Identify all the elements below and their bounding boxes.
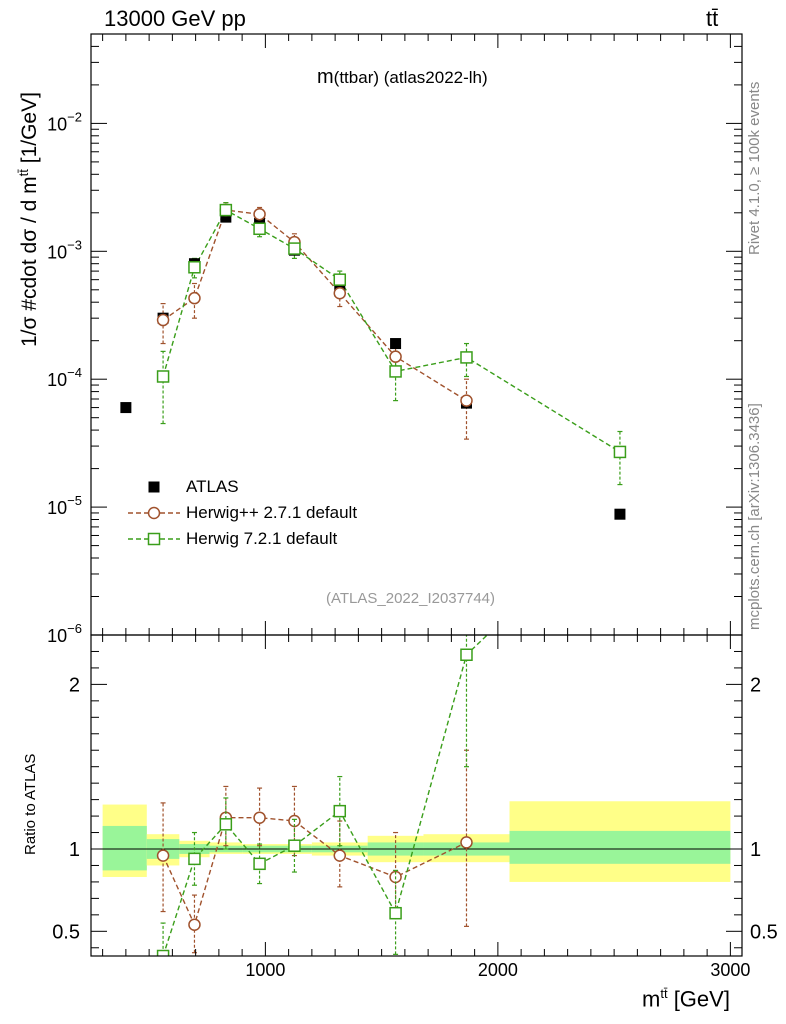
legend-marker-atlas <box>148 481 160 493</box>
beam-energy-label: 13000 GeV pp <box>104 6 246 31</box>
herwigpp-point <box>188 291 201 305</box>
ratio-plot-area <box>156 635 489 956</box>
atlas-point <box>390 338 402 350</box>
ratio-y-tick-label-right: 1 <box>750 839 761 861</box>
y-tick-label-base: 10 <box>47 114 67 134</box>
mcplots-source-label: mcplots.cern.ch [arXiv:1306.3436] <box>746 403 763 630</box>
herwig7-point <box>188 261 201 274</box>
herwig7-ratio-point <box>253 857 266 871</box>
y-tick-label: 10−6 <box>47 621 82 646</box>
herwig7-point <box>156 370 170 383</box>
y-tick-label-base: 10 <box>47 370 67 390</box>
y-tick-label-exponent: −6 <box>67 621 82 636</box>
legend-label-herwigpp: Herwig++ 2.7.1 default <box>186 503 358 522</box>
ratio-y-tick-label: 0.5 <box>52 921 80 943</box>
herwigpp-point <box>333 286 347 300</box>
ratio-band-inner <box>509 830 731 864</box>
x-axis-label-main: m <box>642 986 661 1012</box>
ratio-y-tick-label-right: 0.5 <box>750 921 778 943</box>
x-axis-label-unit: [GeV] <box>673 986 730 1012</box>
herwig7-ratio-point <box>333 804 347 818</box>
x-tick-label: 1000 <box>245 960 285 980</box>
herwigpp-ratio-point <box>333 849 347 862</box>
herwigpp-line <box>162 209 467 402</box>
y-tick-label-base: 10 <box>47 498 67 518</box>
y-tick-label: 10−5 <box>47 493 82 518</box>
y-axis-label-unit: [1/GeV] <box>18 92 41 164</box>
herwigpp-point <box>460 394 473 407</box>
herwig7-line <box>162 209 621 453</box>
herwig7-ratio-point <box>288 839 301 852</box>
herwig7-ratio-line <box>162 635 489 956</box>
herwigpp-ratio-point <box>253 811 266 824</box>
herwig7-ratio-point <box>156 949 170 956</box>
x-tick-label: 3000 <box>710 960 750 980</box>
herwigpp-point <box>389 350 402 363</box>
ratio-y-tick-label-right: 2 <box>750 674 761 696</box>
herwig7-ratio-point <box>188 852 201 866</box>
ratio-y-tick-label: 1 <box>69 839 80 861</box>
y-tick-label-exponent: −4 <box>67 365 82 380</box>
y-axis-label-main: 1/σ #cdot dσ / d m <box>18 176 41 347</box>
plot-title-main: m <box>317 66 334 88</box>
herwigpp-ratio-point <box>460 836 473 849</box>
ratio-y-tick-label: 2 <box>69 674 80 696</box>
y-tick-label-exponent: −2 <box>67 109 82 124</box>
y-tick-label-exponent: −3 <box>67 237 82 252</box>
herwigpp-ratio-point <box>156 849 170 862</box>
y-axis-label-sup: tt̄ <box>16 169 31 177</box>
herwig7-point <box>613 445 627 459</box>
legend-marker-herwig7 <box>147 532 161 546</box>
legend-label-atlas: ATLAS <box>186 477 239 496</box>
x-axis-label-sup: tt̄ <box>660 986 668 1001</box>
ratio-y-axis-label: Ratio to ATLAS <box>22 753 39 855</box>
herwigpp-point <box>156 313 170 327</box>
herwig7-ratio-point <box>389 906 402 920</box>
atlas-point <box>120 402 132 414</box>
legend-marker-herwigpp <box>147 506 161 520</box>
plot-title: m(ttbar) (atlas2022-lh) <box>317 66 488 89</box>
legend <box>128 481 180 546</box>
herwigpp-ratio-line <box>162 817 467 927</box>
legend-label-herwig7: Herwig 7.2.1 default <box>186 529 338 548</box>
herwig7-ratio-point <box>219 818 233 831</box>
herwig7-point <box>288 242 301 255</box>
atlas-point <box>614 508 626 520</box>
herwig7-point <box>333 273 347 286</box>
herwigpp-ratio-point <box>188 918 201 931</box>
plot-title-rest: (ttbar) (atlas2022-lh) <box>333 68 488 87</box>
x-axis-label: mtt̄ [GeV] <box>642 986 730 1012</box>
ratio-band-inner <box>102 825 147 871</box>
main-plot-area <box>120 202 627 520</box>
ratio-bands <box>102 801 731 882</box>
x-tick-label: 2000 <box>478 960 518 980</box>
y-tick-label: 10−3 <box>47 237 82 262</box>
y-tick-label: 10−4 <box>47 365 82 390</box>
atlas-point <box>220 211 232 223</box>
process-label: tt̄ <box>706 6 719 31</box>
y-tick-label-exponent: −5 <box>67 493 82 508</box>
y-axis-label: 1/σ #cdot dσ / d mtt̄ [1/GeV] <box>16 92 42 347</box>
herwig7-point <box>389 365 402 378</box>
rivet-version-label: Rivet 4.1.0, ≥ 100k events <box>746 81 763 255</box>
ratio-frame <box>90 634 743 957</box>
herwig7-point <box>219 203 233 217</box>
herwigpp-point <box>253 207 266 221</box>
y-tick-label: 10−2 <box>47 109 82 134</box>
analysis-id-label: (ATLAS_2022_I2037744) <box>326 590 496 607</box>
y-tick-label-base: 10 <box>47 626 67 646</box>
herwig7-ratio-point <box>460 648 473 662</box>
herwig7-point <box>253 222 266 236</box>
y-tick-label-base: 10 <box>47 242 67 262</box>
herwig7-point <box>460 351 473 364</box>
